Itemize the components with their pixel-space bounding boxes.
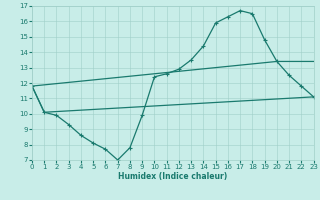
X-axis label: Humidex (Indice chaleur): Humidex (Indice chaleur) xyxy=(118,172,228,181)
